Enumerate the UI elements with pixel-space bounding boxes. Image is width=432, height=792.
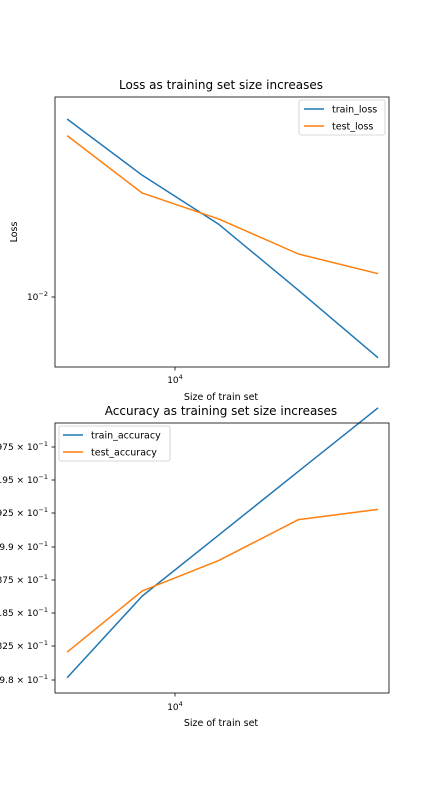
loss-chart-plot-area <box>54 96 390 368</box>
accuracy-chart-title: Accuracy as training set size increases <box>105 404 337 418</box>
accuracy-chart-legend: train_accuracy test_accuracy <box>58 425 171 462</box>
loss-legend-label-train: train_loss <box>332 105 377 116</box>
accuracy-chart-plot-area <box>54 407 390 694</box>
loss-series-train_loss <box>66 118 379 359</box>
accuracy-ytick-label: 9.925 × 10−1 <box>0 506 48 519</box>
accuracy-ytick-label: 9.825 × 10−1 <box>0 639 48 652</box>
accuracy-ytick-label: 9.875 × 10−1 <box>0 573 48 586</box>
loss-chart-frame <box>54 96 390 368</box>
accuracy-ytick-label: 9.85 × 10−1 <box>0 606 48 619</box>
accuracy-ytick-label: 9.95 × 10−1 <box>0 473 48 486</box>
accuracy-series-test_accuracy <box>66 508 379 653</box>
accuracy-legend-label-test: test_accuracy <box>91 448 157 459</box>
loss-series-test_loss <box>66 135 379 275</box>
loss-chart-legend: train_loss test_loss <box>298 99 386 136</box>
accuracy-series-train_accuracy <box>66 407 379 679</box>
accuracy-legend-label-train: train_accuracy <box>91 431 161 442</box>
accuracy-legend-box <box>58 425 171 462</box>
accuracy-ytick-label: 9.9 × 10−1 <box>0 540 48 553</box>
loss-legend-label-test: test_loss <box>332 122 373 133</box>
accuracy-ytick-label: 9.975 × 10−1 <box>0 440 48 453</box>
accuracy-chart-yticks: 9.8 × 10−1 9.825 × 10−1 9.85 × 10−1 9.87… <box>0 440 55 686</box>
accuracy-chart-xlabel: Size of train set <box>184 718 259 729</box>
accuracy-ytick-label: 9.8 × 10−1 <box>0 673 48 686</box>
accuracy-chart-frame <box>54 422 390 694</box>
accuracy-chart: Accuracy as training set size increases … <box>0 404 390 729</box>
loss-chart-ylabel: Loss <box>9 222 20 243</box>
loss-chart-title: Loss as training set size increases <box>119 78 323 92</box>
loss-chart-xlabel: Size of train set <box>184 392 259 403</box>
